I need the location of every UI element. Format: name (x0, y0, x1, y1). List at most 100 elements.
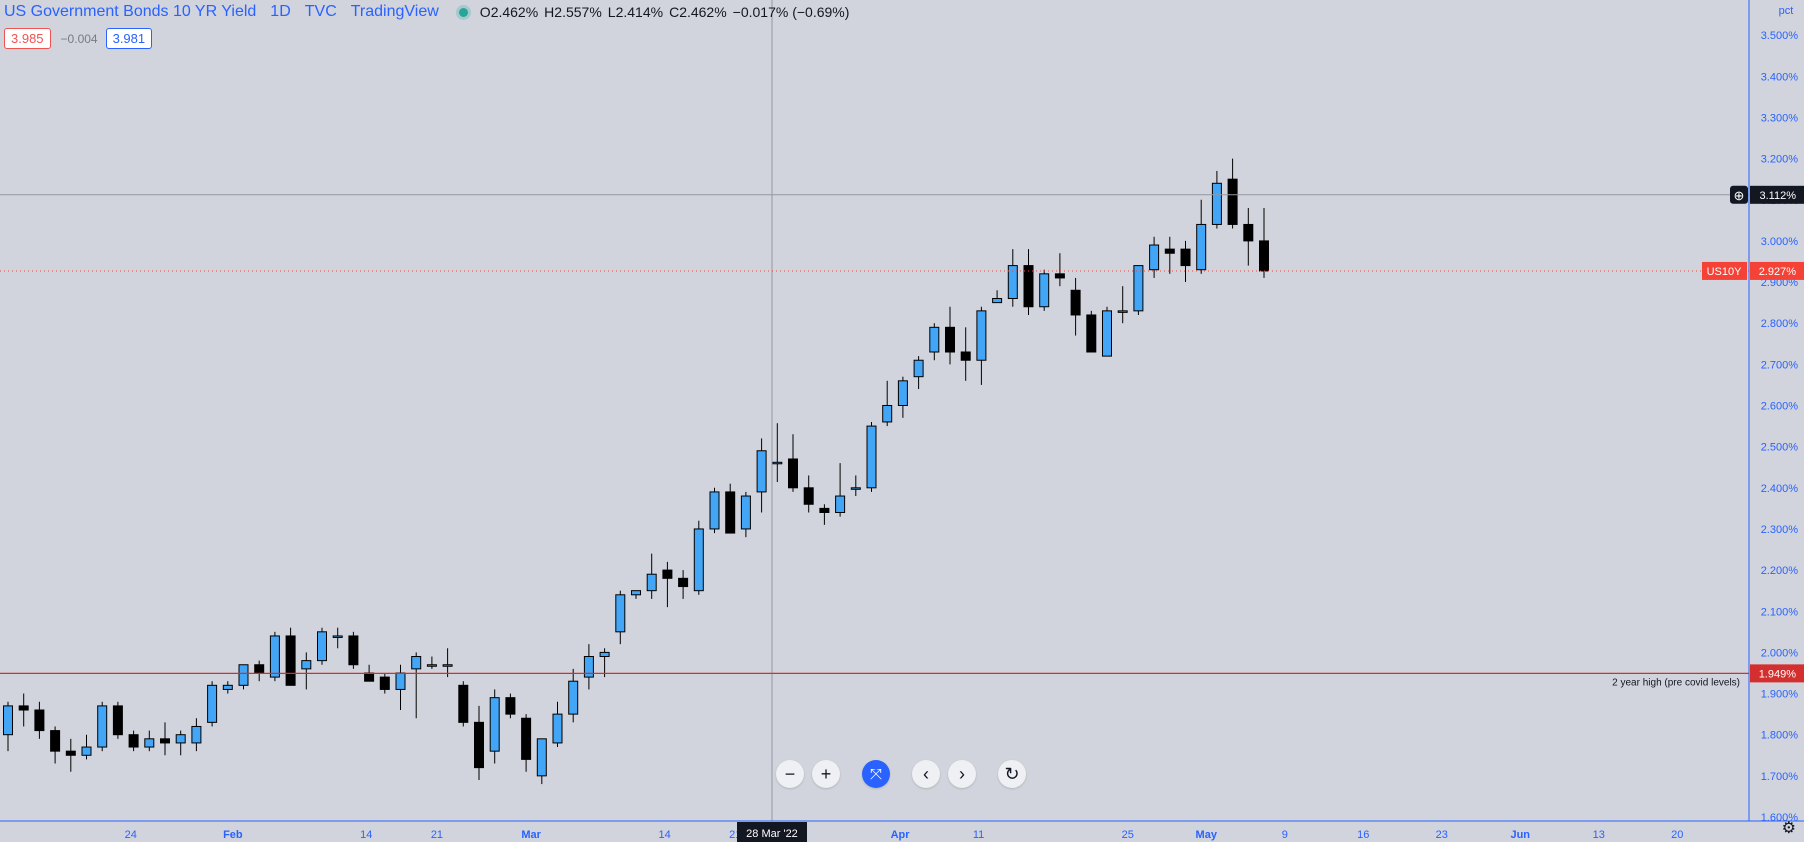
candle-body (411, 656, 422, 670)
close-value: 2.462% (679, 4, 727, 20)
time-axis[interactable]: 24 Feb 14 21 Mar 14 21 Apr 11 25 May 9 16 23 Jun 13 2028… (0, 820, 1804, 842)
candle-body (1149, 244, 1160, 271)
crosshair-time-tag (737, 822, 807, 842)
candle-body (207, 684, 218, 723)
candle-body (521, 717, 532, 760)
time-tick-label: 14 (658, 829, 670, 841)
crosshair-add-button (1730, 185, 1748, 204)
candles (3, 158, 1269, 785)
candle-body (97, 705, 108, 748)
candle-body (960, 351, 971, 361)
interval-label[interactable]: 1D (270, 3, 291, 20)
price-axis[interactable]: pct3.500%3.400%3.300%3.200%3.100%3.000%2… (1748, 0, 1804, 842)
candle-body (945, 326, 955, 353)
candle-body (285, 635, 296, 686)
settings-button[interactable]: ⚙ (1782, 818, 1796, 838)
minus-icon: − (784, 763, 796, 784)
symbol-tag (1702, 261, 1747, 280)
price-tick-label: 2.700% (1761, 359, 1799, 371)
candle-body (788, 458, 798, 489)
time-tick-label: 24 (125, 829, 137, 841)
fit-icon: ⤧ (869, 765, 882, 783)
crosshair-time-label: 28 Mar '22 (746, 828, 798, 840)
open-value: 2.462% (490, 4, 539, 20)
refresh-button[interactable]: ↻ (998, 760, 1026, 788)
candle-body (615, 594, 626, 633)
candle-body (1070, 289, 1081, 316)
candle-body (913, 359, 924, 378)
current-price-label: 2.927% (1759, 266, 1797, 278)
candle-body (505, 697, 516, 715)
candle-body (1039, 273, 1050, 308)
candle-body (1086, 314, 1097, 353)
candle-body (128, 734, 139, 748)
price-axis-unit: pct (1779, 5, 1794, 17)
symbol-tag-label: US10Y (1707, 266, 1743, 278)
ask-button[interactable]: 3.981 (105, 28, 153, 49)
current-price-tag (1750, 261, 1804, 280)
rotate-icon: ↻ (1004, 763, 1020, 784)
price-tick-label: 2.000% (1761, 647, 1799, 659)
market-status-icon (458, 7, 468, 17)
time-tick-label: 13 (1593, 829, 1605, 841)
high-value: 2.557% (554, 4, 602, 20)
candle-body (191, 725, 202, 744)
price-tick-label: 2.500% (1761, 442, 1799, 454)
high-label: H (544, 4, 555, 20)
overlays: ⊕ US10Y 2 year high (pre covid levels) (0, 0, 1749, 821)
candle-body (552, 713, 563, 744)
candle-body (332, 635, 343, 638)
candle-body (897, 380, 908, 406)
zoom-in-button[interactable]: + (812, 760, 840, 788)
plus-icon: ⊕ (1734, 188, 1745, 203)
candle-body (772, 461, 783, 465)
price-tick-label: 2.400% (1761, 483, 1799, 495)
candle-body (725, 491, 736, 534)
price-tick-label: 2.800% (1761, 318, 1799, 330)
candle-body (1023, 265, 1034, 308)
candle-body (882, 405, 893, 423)
candle-body (1180, 248, 1191, 267)
chevron-left-icon: ‹ (923, 763, 929, 784)
reset-zoom-button[interactable]: ⤧ (862, 760, 890, 788)
price-tick-label: 3.200% (1761, 154, 1799, 166)
candle-body (866, 425, 877, 489)
price-tick-label: 1.800% (1761, 730, 1799, 742)
time-tick-label: 21 (431, 829, 443, 841)
candle-body (426, 664, 437, 667)
candle-body (442, 664, 453, 667)
candle-body (1243, 223, 1254, 242)
scroll-right-button[interactable]: › (948, 760, 976, 788)
low-value: 2.414% (615, 4, 664, 20)
time-tick-label: 11 (973, 829, 984, 841)
candle-body (395, 672, 406, 690)
candle-body (819, 507, 830, 513)
bid-button[interactable]: 3.985 (4, 28, 51, 49)
platform-label: TradingView (350, 3, 439, 20)
candle-body (175, 734, 186, 744)
candle-body (976, 310, 987, 361)
candle-body (458, 684, 469, 723)
candle-body (1211, 182, 1222, 225)
price-tick-label: 2.200% (1761, 565, 1799, 577)
candle-body (238, 664, 249, 686)
candle-body (317, 631, 327, 662)
scroll-left-button[interactable]: ‹ (912, 760, 940, 788)
candle-body (269, 635, 280, 678)
symbol-title[interactable]: US Government Bonds 10 YR Yield (4, 3, 257, 20)
candle-body (1133, 265, 1144, 312)
candle-body (756, 450, 767, 493)
time-tick-label: 16 (1357, 829, 1369, 841)
candle-body (929, 326, 940, 353)
zoom-out-button[interactable]: − (776, 760, 804, 788)
candle-body (568, 680, 579, 715)
candle-body (599, 651, 610, 658)
candle-body (81, 746, 92, 756)
close-label: C (669, 4, 680, 20)
price-axis-bg (1749, 0, 1804, 842)
candle-body (536, 738, 547, 777)
gear-icon: ⚙ (1781, 820, 1796, 837)
candle-body (18, 705, 29, 711)
candle-body (1054, 273, 1065, 279)
